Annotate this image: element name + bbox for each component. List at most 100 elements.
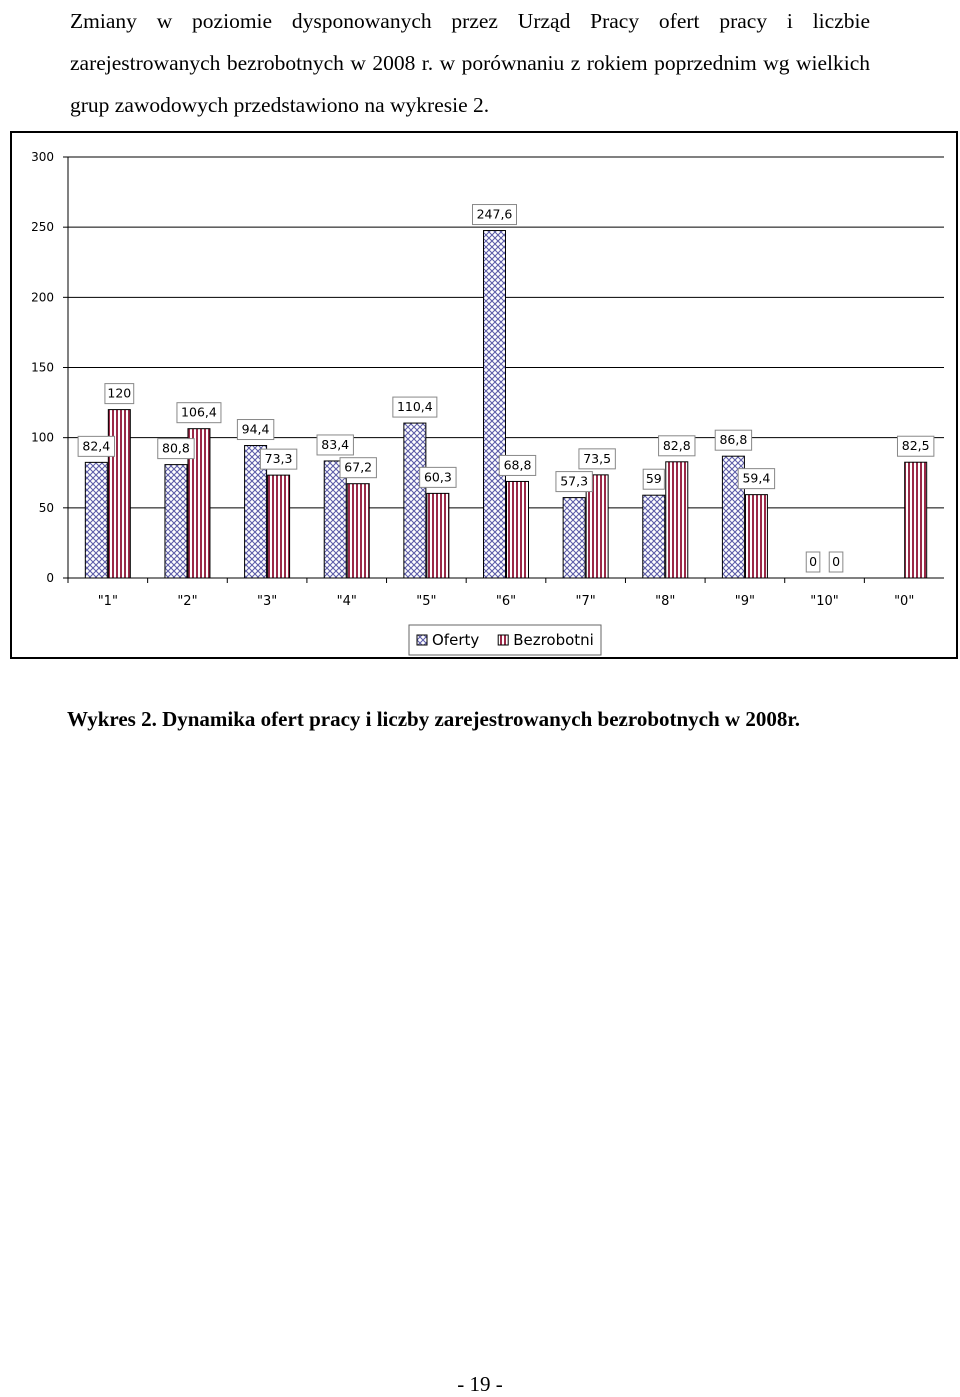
data-label-text: 110,4 xyxy=(397,399,433,414)
data-label-box xyxy=(259,448,298,470)
data-label: 82,5 xyxy=(896,435,935,457)
data-label: 59 xyxy=(642,468,665,490)
data-label: 60,3 xyxy=(419,466,457,488)
data-label: 80,8 xyxy=(157,438,195,460)
legend-swatch xyxy=(416,634,428,646)
legend: Oferty Bezrobotni xyxy=(408,624,602,656)
bar-bezrobotni xyxy=(506,480,529,579)
data-label: 0 xyxy=(805,551,821,573)
data-label-text: 60,3 xyxy=(424,469,452,484)
bar-bezrobotni xyxy=(585,474,609,579)
data-label: 82,8 xyxy=(658,435,696,457)
data-label-text: 59 xyxy=(646,471,662,486)
category-label: "9" xyxy=(735,594,755,609)
data-label-text: 0 xyxy=(832,554,840,569)
data-label: 120 xyxy=(104,383,135,405)
data-label-text: 247,6 xyxy=(477,207,513,222)
data-label-text: 59,4 xyxy=(742,471,770,486)
data-label-box xyxy=(419,466,457,488)
bar-oferty xyxy=(164,464,188,579)
category-label: "5" xyxy=(416,594,436,609)
category-label: "1" xyxy=(98,594,118,609)
category-label: "2" xyxy=(177,594,197,609)
data-label-text: 106,4 xyxy=(181,405,217,420)
data-label-box xyxy=(104,383,135,405)
data-label-text: 80,8 xyxy=(162,441,190,456)
data-label: 247,6 xyxy=(472,204,517,226)
y-tick-label: 0 xyxy=(46,571,54,585)
data-label: 82,4 xyxy=(77,435,116,457)
bar-chart: 0 50 100 150 200 250 300 82,4 120 80,8 106,4 94,4 7… xyxy=(31,150,944,656)
legend-swatch xyxy=(497,634,509,646)
data-label: 106,4 xyxy=(176,402,222,424)
y-tick-label: 100 xyxy=(31,431,54,445)
bar-bezrobotni xyxy=(744,494,768,579)
chart-area: 0 50 100 150 200 250 300 82,4 120 80,8 106,4 94,4 7… xyxy=(10,131,958,659)
data-label: 59,4 xyxy=(737,468,776,490)
data-label-box xyxy=(392,396,438,418)
data-label: 67,2 xyxy=(339,457,377,479)
data-label-box xyxy=(236,419,275,441)
data-label-box xyxy=(316,434,354,456)
bar-oferty xyxy=(483,230,506,579)
bars xyxy=(84,230,928,579)
data-label-text: 86,8 xyxy=(719,432,747,447)
data-label-text: 67,2 xyxy=(344,460,372,475)
data-label-text: 82,4 xyxy=(82,438,110,453)
data-label-box xyxy=(805,551,821,573)
figure-caption: Wykres 2. Dynamika ofert pracy i liczby … xyxy=(67,707,800,731)
bar-bezrobotni xyxy=(904,461,928,579)
bar-oferty xyxy=(642,494,666,579)
data-label-box xyxy=(77,435,116,457)
data-label-box xyxy=(176,402,222,424)
category-labels: "1" "2" "3" "4" "5" "6" "7" "8" "9" "10" "0" xyxy=(98,594,915,609)
data-label-box xyxy=(498,454,537,476)
intro-paragraph: Zmiany w poziomie dysponowanych przez Ur… xyxy=(6,0,870,126)
data-label-text: 73,5 xyxy=(583,451,611,466)
data-label-text: 82,8 xyxy=(663,438,691,453)
data-label: 86,8 xyxy=(714,429,753,451)
bar-bezrobotni xyxy=(665,461,689,579)
legend-entry: Oferty xyxy=(432,631,479,649)
y-tick-label: 150 xyxy=(31,361,54,375)
bar-oferty xyxy=(403,422,427,579)
data-label: 94,4 xyxy=(236,419,275,441)
data-label: 0 xyxy=(828,551,844,573)
category-label: "8" xyxy=(655,594,675,609)
category-label: "0" xyxy=(894,594,914,609)
bar-bezrobotni xyxy=(187,428,211,579)
data-label: 110,4 xyxy=(392,396,438,418)
page-number: - 19 - xyxy=(457,1372,503,1396)
data-label-box xyxy=(658,435,696,457)
data-label-box xyxy=(896,435,935,457)
data-label-box xyxy=(828,551,844,573)
data-label-text: 82,5 xyxy=(902,438,930,453)
data-label-box xyxy=(472,204,517,226)
bar-bezrobotni xyxy=(267,474,291,579)
bar-bezrobotni xyxy=(426,492,450,579)
bar-oferty xyxy=(244,445,268,579)
category-label: "6" xyxy=(496,594,516,609)
data-label-box xyxy=(157,438,195,460)
bar-bezrobotni xyxy=(107,409,131,579)
data-label: 68,8 xyxy=(498,454,537,476)
bar-oferty xyxy=(562,497,586,579)
data-label: 57,3 xyxy=(555,471,593,493)
data-label-text: 0 xyxy=(809,554,817,569)
bar-bezrobotni xyxy=(346,483,370,579)
data-label-text: 83,4 xyxy=(321,437,349,452)
data-label-text: 57,3 xyxy=(560,474,588,489)
data-label-text: 120 xyxy=(107,386,131,401)
data-label-box xyxy=(737,468,776,490)
data-label-box xyxy=(642,468,665,490)
y-tick-label: 50 xyxy=(39,501,54,515)
bar-oferty xyxy=(323,460,347,579)
data-label-box xyxy=(714,429,753,451)
category-label: "10" xyxy=(810,594,839,609)
data-label: 83,4 xyxy=(316,434,354,456)
data-label-box xyxy=(555,471,593,493)
intro-text: Zmiany w poziomie dysponowanych przez Ur… xyxy=(70,9,870,117)
bar-oferty xyxy=(84,461,108,579)
y-tick-label: 300 xyxy=(31,150,54,164)
legend-entry: Bezrobotni xyxy=(513,631,594,649)
